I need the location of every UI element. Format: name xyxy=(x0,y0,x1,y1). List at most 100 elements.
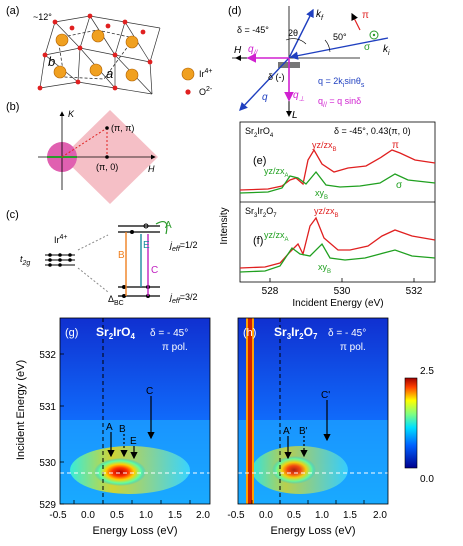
ef-ylabel: Intensity xyxy=(219,207,230,244)
kf-vector xyxy=(288,8,314,59)
ki-vector xyxy=(289,37,389,60)
e-sigma-curve xyxy=(239,170,436,194)
h-pol: π pol. xyxy=(340,342,366,353)
g-xtick-m05: -0.5 xyxy=(49,510,67,521)
g-map xyxy=(59,317,211,505)
panel-a: (a) ~12° b a Ir4+ O2- xyxy=(6,5,213,97)
arrow-c-label: C xyxy=(151,265,158,276)
rotation-angle-label: ~12° xyxy=(33,12,52,22)
h-xtick-05: 0.5 xyxy=(287,510,301,521)
h-axis-label: H xyxy=(148,164,155,174)
e-conditions: δ = -45°, 0.43(π, 0) xyxy=(334,126,411,136)
pi0-label: (π, 0) xyxy=(96,162,118,172)
g-xtick-2: 2.0 xyxy=(196,510,210,521)
h-xtick-0: 0.0 xyxy=(259,510,273,521)
gh-ytick-529: 529 xyxy=(39,500,56,511)
jeff-3half-label: jeff=3/2 xyxy=(169,292,198,305)
g-arrow-a: A xyxy=(106,422,113,433)
e-xy-label: xyB xyxy=(315,188,328,201)
l-label: L xyxy=(292,110,298,121)
e-title: Sr2IrO4 xyxy=(245,126,274,139)
ir-legend-icon xyxy=(181,67,195,81)
f-pi-curve xyxy=(239,216,436,269)
t2g-electrons xyxy=(48,253,72,267)
lattice-a-label: a xyxy=(106,66,113,81)
f-sigma-curve xyxy=(239,242,436,273)
panel-b: (b) (π, π) (π, 0) K H xyxy=(6,101,158,204)
pi0-point xyxy=(105,155,109,159)
e-pi-curve xyxy=(239,148,436,191)
angle50-label: 50° xyxy=(333,32,347,42)
delta-bc-label: ΔBC xyxy=(108,294,124,307)
ion-label: Ir4+ xyxy=(54,234,67,245)
ef-xtick-530: 530 xyxy=(334,286,351,297)
sigma-label: σ xyxy=(364,42,371,53)
f-yzzx-b-label: yz/zxB xyxy=(314,206,339,219)
h-title: Sr3Ir2O7 xyxy=(274,325,318,341)
h-arrow-a: A' xyxy=(283,426,292,437)
h-xlabel: Energy Loss (eV) xyxy=(271,525,356,537)
colorbar-min: 0.0 xyxy=(420,474,434,485)
panel-a-label: (a) xyxy=(6,5,19,17)
q-vector xyxy=(239,57,290,112)
g-xtick-05: 0.5 xyxy=(110,510,124,521)
h-xtick-15: 1.5 xyxy=(343,510,357,521)
two-theta-label: 2θ xyxy=(288,28,298,38)
q-label: q xyxy=(262,92,268,103)
h-delta: δ = - 45° xyxy=(328,328,366,339)
colorbar xyxy=(404,377,418,469)
f-title: Sr3Ir2O7 xyxy=(245,206,277,219)
g-title: Sr2IrO4 xyxy=(96,325,135,341)
h-label: H xyxy=(234,45,242,56)
delta-minus-label: δ (-) xyxy=(268,72,285,82)
e-sigma-label: σ xyxy=(396,180,403,191)
octahedra-lattice xyxy=(39,15,161,95)
pi-label: π xyxy=(362,10,369,21)
h-xtick-2: 2.0 xyxy=(373,510,387,521)
kf-label: kf xyxy=(316,9,324,22)
e-yzzx-b-label: yz/zxB xyxy=(312,140,337,153)
g-arrow-e: E xyxy=(130,436,137,447)
h-map xyxy=(237,317,389,505)
ir-ions xyxy=(53,29,139,82)
panel-f-label: (f) xyxy=(253,235,263,247)
q-parallel-label: q// xyxy=(248,44,259,57)
jeff-half-label: jeff=1/2 xyxy=(169,240,198,253)
k-axis-label: K xyxy=(68,109,75,119)
gh-ytick-531: 531 xyxy=(39,402,56,413)
g-arrow-c: C xyxy=(146,386,153,397)
pipi-label: (π, π) xyxy=(111,123,134,133)
o-ions xyxy=(37,13,153,91)
arrow-a-label: A xyxy=(165,220,172,231)
g-delta: δ = - 45° xyxy=(150,328,188,339)
o-legend-label: O2- xyxy=(199,86,213,97)
ir-legend-label: Ir4+ xyxy=(199,68,212,79)
pi-pol-arrow xyxy=(351,12,361,31)
pipi-point xyxy=(105,126,109,130)
qpar-equation: q// = q sinδ xyxy=(318,96,361,109)
pipi-line xyxy=(61,127,108,158)
g-xtick-0: 0.0 xyxy=(81,510,95,521)
panel-c-label: (c) xyxy=(6,209,19,221)
q-equation: q = 2kisinθs xyxy=(318,76,365,89)
panel-g-label: (g) xyxy=(65,327,78,339)
ef-xlabel: Incident Energy (eV) xyxy=(292,298,383,309)
panel-c: (c) Ir4+ t2g B C E A jeff=1/2 je xyxy=(6,209,198,307)
delta-label: δ = -45° xyxy=(237,25,269,35)
panel-b-label: (b) xyxy=(6,101,19,113)
panel-h-label: (h) xyxy=(243,327,256,339)
g-pol: π pol. xyxy=(162,342,188,353)
gh-ytick-530: 530 xyxy=(39,458,56,469)
h-arrow-b: B' xyxy=(299,426,308,437)
gh-ytick-532: 532 xyxy=(39,350,56,361)
sigma-pol-icon xyxy=(369,30,379,40)
colorbar-max: 2.5 xyxy=(420,366,434,377)
g-xlabel: Energy Loss (eV) xyxy=(93,525,178,537)
panel-gh: Incident Energy (eV) (g) (h) Sr2IrO4 Sr3 xyxy=(15,317,434,537)
h-arrow-c: C' xyxy=(321,390,330,401)
q-perp-label: q⊥ xyxy=(293,90,305,103)
panel-ef: Intensity (e) (f) Sr2IrO4 δ = -45°, 0.43… xyxy=(219,121,436,309)
arrow-a xyxy=(155,221,168,235)
o-legend-icon xyxy=(185,89,191,95)
ef-xtick-528: 528 xyxy=(262,286,279,297)
